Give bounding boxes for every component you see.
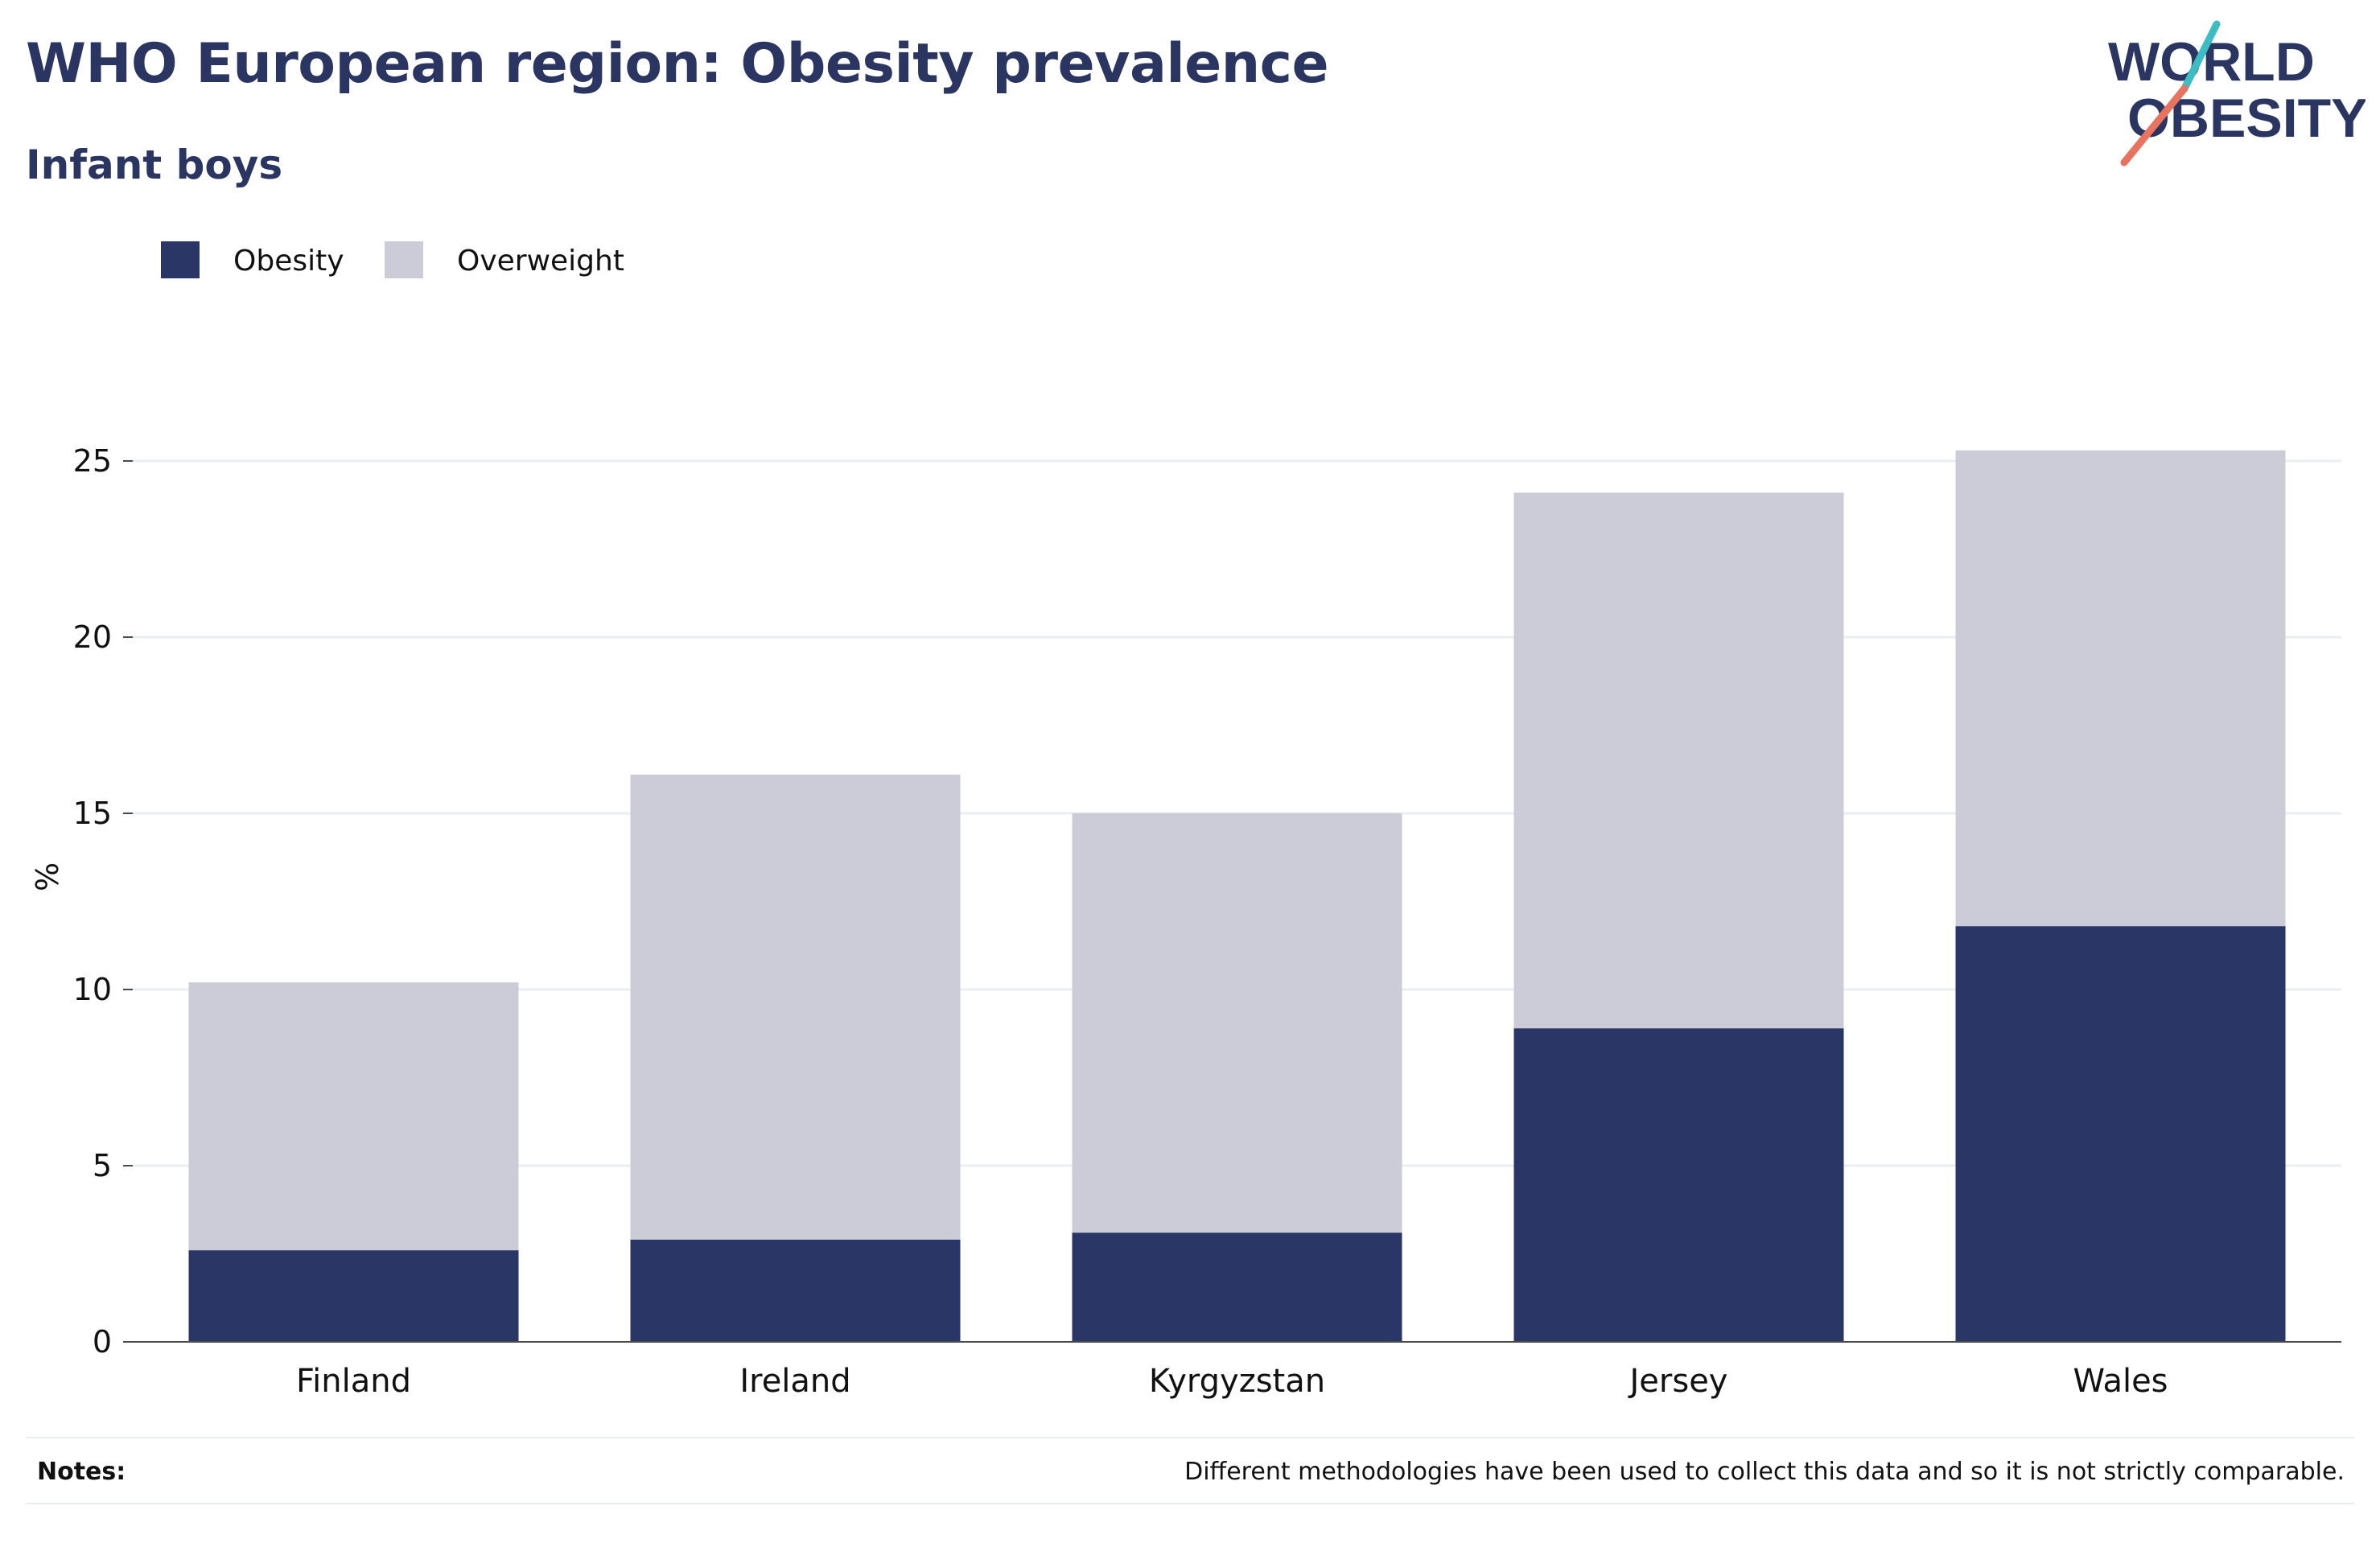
- y-tick-label-10: 10: [73, 972, 112, 1007]
- bar-wales-obesity: [1955, 926, 2286, 1342]
- bar-jersey-overweight: [1513, 492, 1844, 1029]
- legend-label-overweight: Overweight: [457, 245, 624, 278]
- bar-wales-overweight: [1955, 450, 2286, 927]
- bar-jersey-obesity: [1513, 1028, 1844, 1342]
- notes-top-divider: [26, 1437, 2354, 1438]
- chart-title: WHO European region: Obesity prevalence: [26, 32, 1329, 96]
- x-axis-ticks: Finland Ireland Kyrgyzstan Jersey Wales: [296, 1363, 2168, 1400]
- y-tick-label-0: 0: [93, 1324, 112, 1360]
- legend-swatch-obesity: [161, 241, 200, 278]
- logo-line2: OBESITY: [2127, 88, 2366, 149]
- y-tick-label-20: 20: [73, 619, 112, 655]
- bar-ireland-overweight: [630, 774, 961, 1240]
- bar-ireland-obesity: [630, 1239, 961, 1342]
- y-axis-label: %: [30, 862, 65, 891]
- legend-swatch-overweight: [385, 241, 423, 278]
- x-tick-label-finland: Finland: [296, 1363, 411, 1400]
- legend: Obesity Overweight: [161, 241, 624, 278]
- notes-label: Notes:: [37, 1458, 126, 1486]
- chart-subtitle: Infant boys: [26, 142, 283, 188]
- legend-label-obesity: Obesity: [233, 245, 344, 278]
- y-axis-ticks: 0 5 10 15 20 25: [73, 443, 133, 1360]
- bar-kyrgyzstan-obesity: [1072, 1232, 1402, 1342]
- y-tick-label-25: 25: [73, 443, 112, 479]
- world-obesity-logo: WORLD OBESITY: [2108, 20, 2366, 167]
- bar-finland-overweight: [188, 982, 519, 1251]
- notes-bottom-divider: [26, 1503, 2354, 1504]
- bar-kyrgyzstan-overweight: [1072, 813, 1402, 1233]
- notes-text: Different methodologies have been used t…: [1184, 1458, 2345, 1486]
- x-tick-label-wales: Wales: [2073, 1363, 2168, 1400]
- y-tick-label-5: 5: [93, 1148, 112, 1183]
- bars: [188, 450, 2286, 1342]
- y-tick-label-15: 15: [73, 796, 112, 831]
- x-tick-label-jersey: Jersey: [1628, 1363, 1728, 1400]
- x-tick-label-kyrgyzstan: Kyrgyzstan: [1149, 1363, 1325, 1400]
- x-tick-label-ireland: Ireland: [739, 1363, 850, 1400]
- bar-finland-obesity: [188, 1250, 519, 1342]
